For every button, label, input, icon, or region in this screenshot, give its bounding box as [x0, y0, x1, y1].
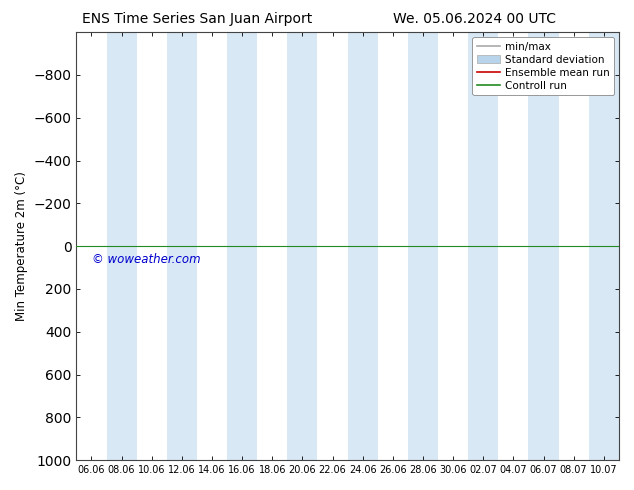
Y-axis label: Min Temperature 2m (°C): Min Temperature 2m (°C) [15, 171, 28, 321]
Text: We. 05.06.2024 00 UTC: We. 05.06.2024 00 UTC [393, 12, 556, 26]
Bar [589, 32, 619, 460]
Text: © woweather.com: © woweather.com [92, 252, 200, 266]
Bar [347, 32, 378, 460]
Bar [107, 32, 137, 460]
Bar [287, 32, 318, 460]
Bar [167, 32, 197, 460]
Bar [227, 32, 257, 460]
Bar [528, 32, 559, 460]
Legend: min/max, Standard deviation, Ensemble mean run, Controll run: min/max, Standard deviation, Ensemble me… [472, 37, 614, 95]
Bar [408, 32, 438, 460]
Text: ENS Time Series San Juan Airport: ENS Time Series San Juan Airport [82, 12, 313, 26]
Bar [468, 32, 498, 460]
